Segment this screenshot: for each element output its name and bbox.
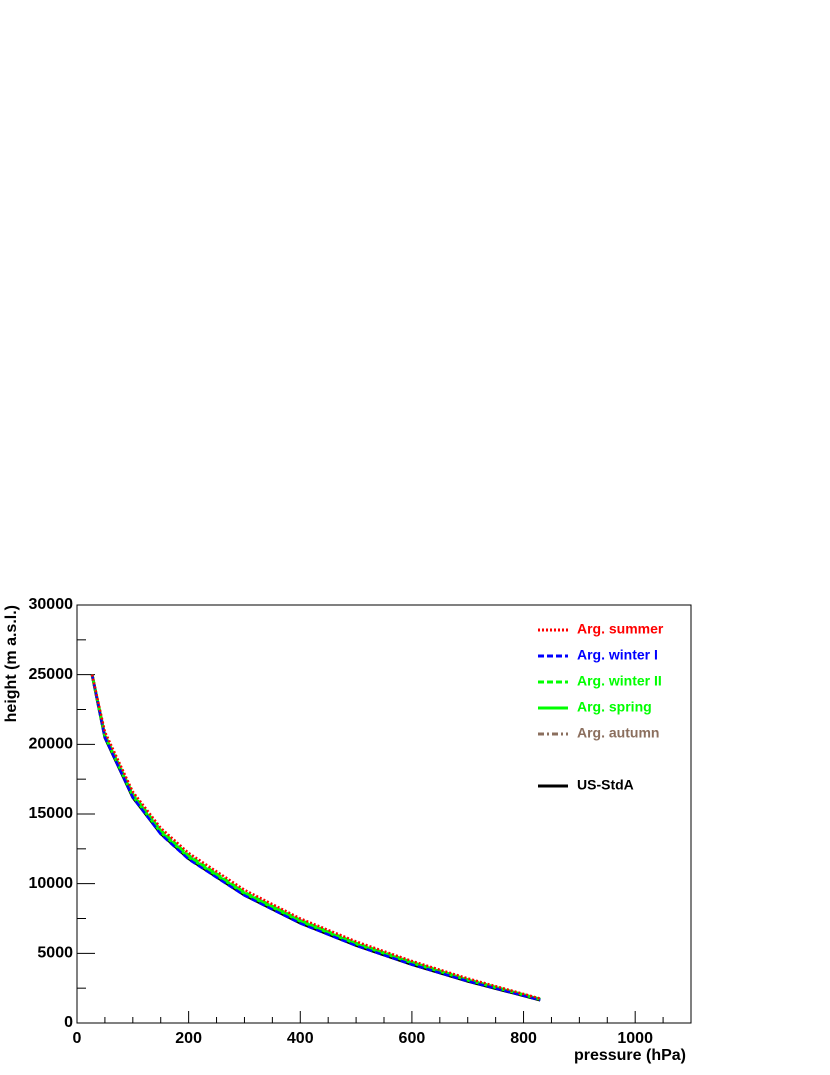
data-line <box>90 674 541 1001</box>
x-tick-label: 0 <box>73 1030 82 1047</box>
legend-label: Arg. winter II <box>577 673 662 689</box>
plot-frame <box>76 604 692 1024</box>
data-line <box>90 674 541 1001</box>
x-tick-label: 800 <box>510 1030 537 1047</box>
legend-label: Arg. autumn <box>577 725 659 741</box>
y-tick-label: 15000 <box>29 805 74 822</box>
legend-label: Arg. winter I <box>577 647 658 663</box>
x-tick-label: 200 <box>175 1030 202 1047</box>
legend-label: Arg. summer <box>577 621 664 637</box>
y-tick-label: 5000 <box>37 945 73 962</box>
y-axis-label: height (m a.s.l.) <box>3 605 20 722</box>
x-tick-label: 600 <box>399 1030 426 1047</box>
y-tick-label: 10000 <box>29 875 74 892</box>
data-line <box>90 674 541 1002</box>
legend-label: US-StdA <box>577 777 634 793</box>
x-tick-label: 400 <box>287 1030 314 1047</box>
x-tick-label: 1000 <box>617 1030 653 1047</box>
y-tick-label: 20000 <box>29 736 74 753</box>
data-line <box>90 674 541 1000</box>
legend-label: Arg. spring <box>577 699 652 715</box>
data-line <box>90 674 541 1002</box>
x-axis-label: pressure (hPa) <box>574 1047 686 1064</box>
y-tick-label: 25000 <box>29 666 74 683</box>
y-tick-label: 0 <box>64 1014 73 1031</box>
y-tick-label: 30000 <box>29 596 74 613</box>
data-line <box>90 674 541 1001</box>
